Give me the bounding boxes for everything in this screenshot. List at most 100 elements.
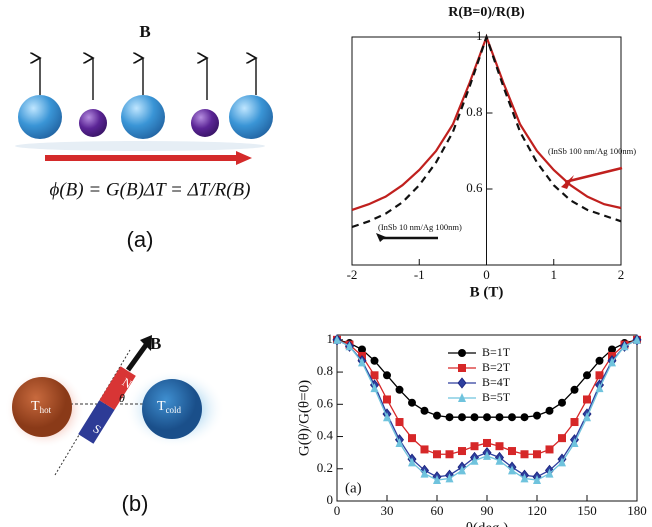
point [545,468,554,478]
atom [79,109,107,137]
point [370,371,379,380]
spin-arrows [40,58,256,100]
point [370,383,379,393]
point [483,450,491,460]
point [533,411,541,420]
field-label: B [139,22,150,41]
point [483,413,491,422]
callout-arrow [564,166,623,184]
hot-reservoir [12,377,72,437]
atom [229,95,273,139]
point [445,473,454,483]
legend-label: B=1T [482,345,511,359]
panel-b: Thot Tcold S N B θ (b) [5,334,225,516]
field-arrow [125,343,149,372]
caption: (b) [122,491,149,516]
point [583,412,591,422]
point [358,357,366,367]
y-tick-label: 0.4 [317,428,334,443]
point [383,412,391,422]
x-tick-label: 90 [481,503,494,518]
point [608,345,616,354]
point [583,371,591,380]
charts: -2 -1 0 1 2 0.6 0.8 1 R(B=0)/R(B) B (T) (InSb 100 … [296,5,646,527]
point [445,450,454,459]
point [508,413,516,422]
point [458,447,466,456]
x-tick-label: 0 [483,267,490,282]
x-axis-label: θ(deg.) [466,520,509,527]
series-line [351,33,622,229]
x-tick-label: 2 [618,267,625,282]
point [495,413,504,422]
point [433,450,441,459]
callout-arrowhead [561,175,574,189]
y-tick-label: 1 [476,28,483,43]
point [408,398,416,407]
point [395,385,404,394]
x-tick-label: 150 [577,503,597,518]
point [383,395,391,404]
y-tick-label: 1 [327,331,334,346]
point [545,445,554,454]
curve-label: (InSb 10 nm/Ag 100nm) [378,222,462,232]
point [533,450,541,459]
point [595,356,604,365]
y-axis-label: G(θ)/G(θ=0) [296,380,312,456]
point [470,442,479,451]
y-tick-label: 0.8 [317,363,333,378]
annotation: (a) [345,480,362,496]
point [408,434,416,443]
point [470,455,479,465]
y-tick-label: 0.6 [466,180,483,195]
point [457,377,467,389]
legend-label: B=5T [482,390,511,404]
y-tick-label: 0 [327,492,334,507]
formula: ϕ(B) = G(B)ΔT = ΔT/R(B) [50,179,251,200]
point [520,413,529,422]
point [395,437,404,447]
legend-label: B=4T [482,375,511,389]
point [458,413,466,422]
cold-label: Tcold [157,399,182,415]
caption: (a) [127,227,154,252]
point [570,437,579,447]
point [370,356,379,365]
atom [191,109,219,137]
hot-symbol: T [31,399,40,414]
point [483,438,491,447]
point [595,371,604,380]
y-tick-label: 0.8 [466,104,482,119]
shadow [15,141,265,151]
point [358,345,366,354]
point [508,465,516,475]
atom [18,95,62,139]
magnet-north [99,366,136,410]
point [395,418,404,427]
point [433,411,441,420]
point [495,442,504,451]
x-tick-label: 0 [334,503,341,518]
hot-subscript: hot [40,405,52,415]
x-tick-label: 180 [627,503,647,518]
point [420,406,429,415]
point [458,393,466,402]
point [345,341,354,351]
point [458,465,466,475]
point [558,398,566,407]
callout-arrowhead [376,233,386,242]
hot-label: Thot [31,399,52,415]
point [558,457,566,467]
magnet-south [78,400,115,444]
point [570,418,579,427]
x-tick-label: -1 [414,267,425,282]
atom [121,95,165,139]
point [558,434,566,443]
point [633,334,641,344]
point [333,334,341,344]
point [533,475,541,485]
x-tick-label: 120 [527,503,547,518]
point [595,383,604,393]
panel-a: B ϕ(B) = G(B)ΔT = ΔT/R(B) (a) [15,22,273,252]
x-tick-label: -2 [347,267,358,282]
